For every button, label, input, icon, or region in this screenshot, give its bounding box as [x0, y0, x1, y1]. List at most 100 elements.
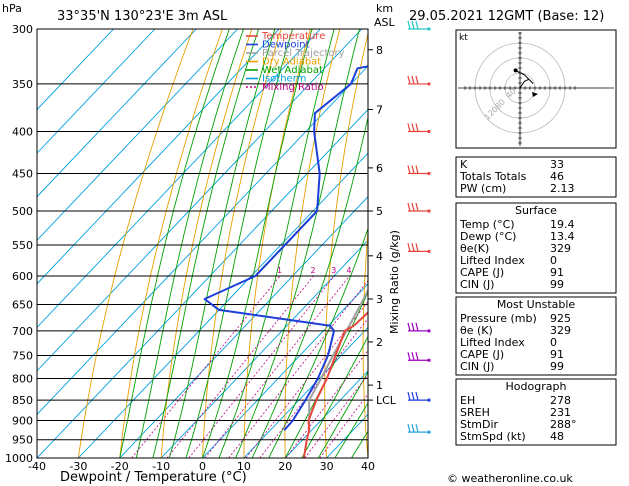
wind-barb-flag: [415, 352, 419, 361]
isotherm-line: [78, 152, 368, 458]
unstable-table-label: θe (K): [460, 324, 493, 337]
wind-barb-flag: [415, 391, 419, 401]
indices-table-value: 33: [550, 158, 564, 171]
wind-barbs: [407, 20, 431, 434]
indices-table-value: 46: [550, 170, 564, 183]
wet-adiabat-line: [301, 335, 368, 458]
mixing-ratio-label: 6: [369, 266, 374, 275]
wind-barb-flag: [415, 123, 419, 132]
pressure-tick-label: 600: [12, 270, 33, 283]
isotherm-line: [37, 29, 280, 285]
pressure-tick-label: 900: [12, 414, 33, 427]
wind-barb-flag: [407, 123, 411, 132]
wind-barb-flag: [411, 391, 415, 401]
surface-table-label: CIN (J): [460, 278, 494, 291]
pressure-tick-label: 700: [12, 325, 33, 338]
legend-entry: Temperature: [261, 31, 325, 42]
mixing-ratio-axis-label: Mixing Ratio (g/kg): [388, 230, 401, 334]
wind-barb-flag: [407, 165, 411, 174]
indices-table-label: Totals Totals: [459, 170, 527, 183]
wind-barb-flag: [415, 165, 419, 174]
wind-barb-flag: [411, 423, 415, 433]
indices-table-frame: [455, 156, 617, 198]
legend-entry: Mixing Ratio: [262, 82, 324, 93]
wind-barb-flag: [407, 202, 411, 212]
isobar-lines: [37, 29, 368, 458]
pressure-tick-labels: 300 350 400 450 500 550 600 650 700 750 800 850 900 9…: [5, 23, 33, 465]
surface-table-label: Temp (°C): [459, 218, 515, 231]
hodograph-table-value: 48: [550, 430, 564, 443]
wind-barb-flag: [407, 75, 411, 85]
height-tick-labels: 8 7 6 5 4 3 2 1 LCL: [368, 44, 397, 407]
unstable-table-label: CAPE (J): [460, 348, 504, 361]
unstable-table-value: 91: [550, 348, 564, 361]
mixing-ratio-labels: 12346810152025: [277, 266, 374, 275]
wind-barb-station: [427, 209, 431, 213]
pressure-tick-label: 400: [12, 126, 33, 139]
unstable-table-title: Most Unstable: [497, 298, 576, 311]
dry-adiabat-line: [437, 29, 458, 458]
indices-table-label: PW (cm): [460, 182, 506, 195]
pressure-tick-label: 500: [12, 205, 33, 218]
wind-barb-station: [427, 171, 431, 176]
mixing-ratio-label: 4: [347, 266, 352, 275]
plot-frame: [36, 28, 369, 459]
hodograph-table-label: StmSpd (kt): [460, 430, 526, 443]
hodograph-unit-label: kt: [459, 33, 468, 43]
hodograph-frame: [455, 29, 617, 149]
wind-barb-station: [427, 129, 431, 134]
isotherm-line: [284, 370, 368, 458]
hodograph-table-label: EH: [460, 394, 475, 407]
wind-barb-flag: [415, 20, 419, 30]
hodograph-table-title: Hodograph: [506, 380, 567, 393]
height-axis-label-bottom: ASL: [374, 16, 396, 29]
temperature-tick-label: 40: [361, 460, 375, 473]
surface-table-value: 329: [550, 242, 571, 255]
pressure-tick-label: 350: [12, 78, 33, 91]
plot-area: 12346810152025: [37, 29, 458, 458]
pressure-tick-label: 550: [12, 239, 33, 252]
hodograph-table-value: 231: [550, 406, 571, 419]
height-axis-label-top: km: [376, 2, 393, 15]
wind-barb-flag: [407, 352, 411, 361]
surface-table-value: 13.4: [550, 230, 575, 243]
hodograph-table-value: 278: [550, 394, 571, 407]
temperature-tick-label: -20: [111, 460, 129, 473]
temperature-tick-label: 20: [278, 460, 292, 473]
wet-adiabat-line: [334, 402, 368, 458]
temperature-tick-labels: -40 -30 -20 -10 0 10 20 30 40: [28, 460, 375, 473]
mixing-ratio-label: 2: [311, 266, 316, 275]
isotherm-line: [243, 326, 368, 458]
temperature-line: [302, 311, 368, 458]
copyright-text: © weatheronline.co.uk: [447, 472, 573, 485]
surface-table-value: 19.4: [550, 218, 575, 231]
hodograph-table-frame: [455, 378, 617, 446]
isotherm-line: [160, 239, 368, 458]
temperature-tick-label: 10: [237, 460, 251, 473]
wet-adiabat-line: [119, 29, 230, 458]
wind-barb-flag: [407, 20, 411, 30]
legend-entry: Dewpoint: [262, 40, 310, 51]
height-tick-label: 1: [376, 379, 383, 392]
pressure-tick-label: 750: [12, 349, 33, 362]
wind-barb-station: [427, 27, 431, 31]
wind-barb-station: [427, 249, 431, 253]
hodograph-table-label: StmDir: [460, 418, 499, 431]
unstable-table-value: 0: [550, 336, 557, 349]
legend-entry: Parcel Trajectory: [262, 48, 345, 59]
surface-table-label: Lifted Index: [460, 254, 525, 267]
mixing-ratio-label: 3: [331, 266, 336, 275]
isotherm-line: [202, 283, 368, 458]
wind-barb-flag: [411, 165, 415, 174]
isotherm-line: [37, 108, 368, 458]
surface-table-title: Surface: [515, 204, 557, 217]
wind-barb-station: [427, 329, 431, 333]
temperature-tick-label: 0: [199, 460, 206, 473]
wind-barb-station: [427, 430, 431, 434]
temperature-tick-label: 30: [320, 460, 334, 473]
height-tick-label: 2: [376, 336, 383, 349]
pressure-tick-label: 950: [12, 434, 33, 447]
wind-barb-flag: [407, 391, 411, 401]
